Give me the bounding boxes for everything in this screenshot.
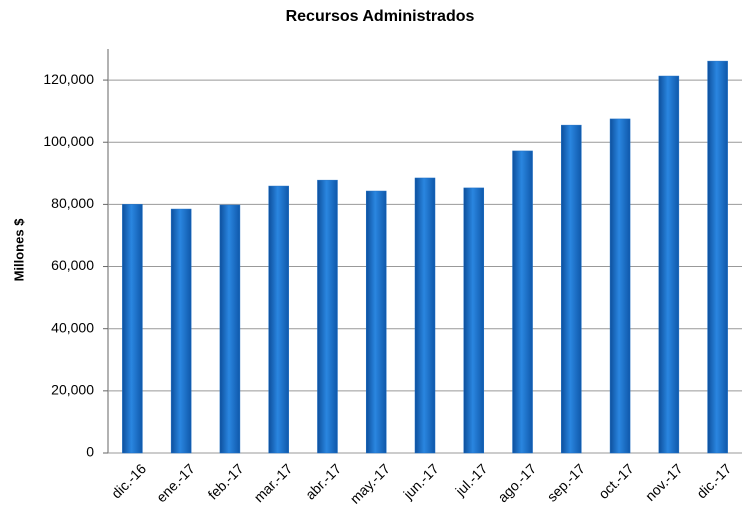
x-tick-label: abr.-17	[302, 460, 344, 502]
bar	[707, 60, 728, 454]
x-tick-label: oct.-17	[595, 460, 637, 502]
bar	[122, 204, 143, 454]
x-tick-label: jun.-17	[399, 460, 441, 502]
x-tick-label: ago.-17	[494, 460, 539, 505]
bar	[658, 75, 680, 454]
x-tick-label: dic.-17	[693, 460, 734, 501]
bar	[414, 177, 436, 454]
bar	[463, 187, 485, 454]
bar	[317, 179, 338, 454]
y-tick-label: 20,000	[51, 382, 94, 398]
x-tick-label: nov.-17	[642, 460, 686, 504]
x-tick-label: sep.-17	[544, 460, 588, 504]
bar	[609, 118, 631, 454]
y-tick-label: 120,000	[43, 71, 94, 87]
bar	[512, 150, 533, 454]
y-tick-label: 60,000	[51, 257, 94, 273]
bar	[268, 185, 289, 454]
bar	[219, 204, 241, 454]
x-tick-label: may.-17	[347, 460, 393, 506]
y-tick-label: 0	[86, 444, 94, 460]
x-tick-label: jul.-17	[452, 460, 491, 499]
y-tick-label: 80,000	[51, 195, 94, 211]
x-tick-label: ene.-17	[153, 460, 198, 505]
chart-title: Recursos Administrados	[286, 8, 475, 25]
y-tick-label: 100,000	[43, 133, 94, 149]
x-tick-label: mar.-17	[251, 460, 296, 505]
y-axis-label: Millones $	[11, 218, 26, 282]
y-tick-label: 40,000	[51, 319, 94, 335]
bar	[365, 190, 387, 454]
x-tick-label: dic.-16	[108, 460, 149, 501]
x-tick-label: feb.-17	[205, 460, 247, 502]
bar	[561, 124, 582, 454]
bar	[170, 208, 192, 454]
